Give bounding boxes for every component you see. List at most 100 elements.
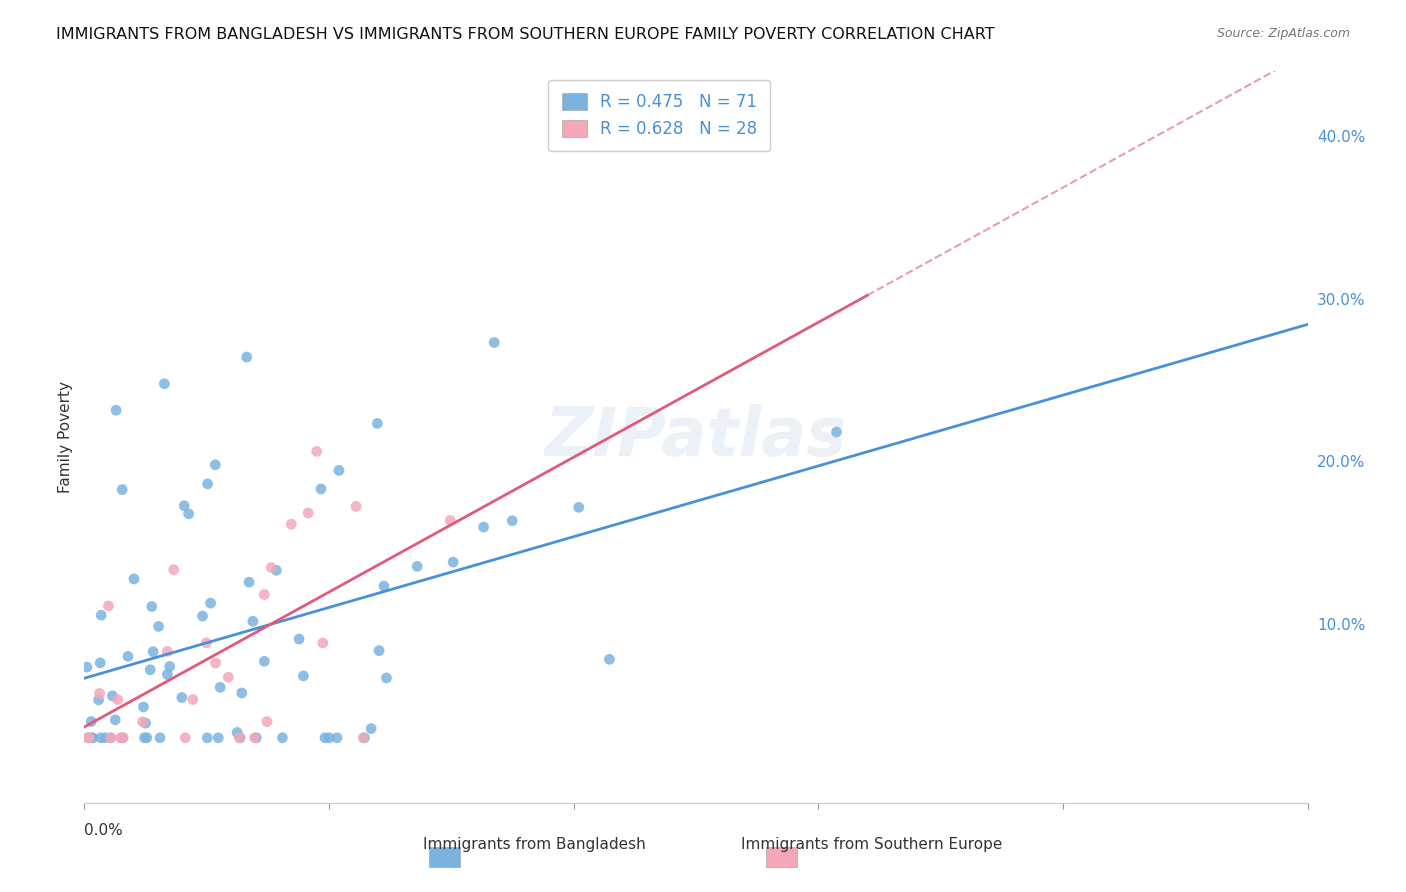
- Point: [318, 731, 340, 745]
- Point: [174, 731, 197, 745]
- Point: [159, 659, 181, 673]
- Point: [197, 476, 219, 491]
- Legend: R = 0.475   N = 71, R = 0.628   N = 28: R = 0.475 N = 71, R = 0.628 N = 28: [548, 79, 770, 151]
- Point: [80, 731, 103, 745]
- Text: Immigrants from Bangladesh: Immigrants from Bangladesh: [423, 837, 645, 852]
- Point: [204, 458, 226, 472]
- Point: [90, 731, 112, 745]
- Point: [326, 731, 349, 745]
- Point: [82, 731, 104, 745]
- Point: [100, 731, 122, 745]
- Point: [305, 444, 328, 458]
- Point: [181, 692, 204, 706]
- Point: [312, 636, 335, 650]
- Point: [314, 731, 336, 745]
- Point: [375, 671, 398, 685]
- Point: [242, 615, 264, 629]
- Point: [238, 575, 260, 590]
- Point: [266, 563, 288, 577]
- Text: IMMIGRANTS FROM BANGLADESH VS IMMIGRANTS FROM SOUTHERN EUROPE FAMILY POVERTY COR: IMMIGRANTS FROM BANGLADESH VS IMMIGRANTS…: [56, 27, 995, 42]
- Point: [235, 350, 257, 364]
- Point: [173, 499, 195, 513]
- Point: [132, 700, 155, 714]
- Point: [153, 376, 176, 391]
- Point: [77, 731, 100, 745]
- Point: [228, 731, 250, 745]
- Point: [406, 559, 429, 574]
- Point: [195, 731, 218, 745]
- Point: [441, 555, 464, 569]
- Point: [148, 619, 170, 633]
- Point: [112, 731, 135, 745]
- Point: [256, 714, 278, 729]
- Point: [110, 731, 132, 745]
- Point: [253, 654, 276, 668]
- Point: [89, 656, 111, 670]
- Point: [271, 731, 294, 745]
- Point: [368, 643, 391, 657]
- Point: [80, 714, 103, 729]
- Point: [195, 636, 218, 650]
- Point: [141, 599, 163, 614]
- Point: [97, 599, 120, 613]
- Point: [217, 670, 239, 684]
- Point: [111, 731, 134, 745]
- Point: [209, 681, 232, 695]
- Point: [353, 731, 375, 745]
- Point: [501, 514, 523, 528]
- Text: Immigrants from Southern Europe: Immigrants from Southern Europe: [741, 837, 1002, 852]
- Point: [439, 513, 461, 527]
- Point: [139, 663, 162, 677]
- Point: [156, 667, 179, 681]
- Point: [105, 403, 128, 417]
- Text: 0.0%: 0.0%: [84, 823, 124, 838]
- Point: [280, 517, 302, 532]
- Point: [598, 652, 620, 666]
- Point: [373, 579, 395, 593]
- Point: [253, 588, 276, 602]
- Text: ZIPatlas: ZIPatlas: [546, 404, 846, 470]
- Point: [191, 609, 214, 624]
- Point: [352, 731, 374, 745]
- Point: [89, 686, 111, 700]
- Point: [366, 417, 388, 431]
- Point: [134, 731, 156, 745]
- Point: [200, 596, 222, 610]
- Point: [101, 689, 124, 703]
- Point: [107, 692, 129, 706]
- Point: [156, 644, 179, 658]
- Point: [245, 731, 267, 745]
- Point: [149, 731, 172, 745]
- Point: [76, 660, 98, 674]
- Point: [90, 608, 112, 623]
- Point: [568, 500, 591, 515]
- Point: [260, 560, 283, 574]
- Point: [87, 693, 110, 707]
- Point: [226, 725, 249, 739]
- Point: [163, 563, 186, 577]
- Point: [825, 425, 848, 439]
- Point: [243, 731, 266, 745]
- Point: [170, 690, 193, 705]
- Point: [297, 506, 319, 520]
- Point: [100, 731, 122, 745]
- Point: [117, 649, 139, 664]
- Point: [131, 714, 153, 729]
- Y-axis label: Family Poverty: Family Poverty: [58, 381, 73, 493]
- Point: [94, 731, 117, 745]
- Point: [111, 483, 134, 497]
- Point: [177, 507, 200, 521]
- Point: [292, 669, 315, 683]
- Point: [122, 572, 145, 586]
- Point: [77, 731, 100, 745]
- Point: [207, 731, 229, 745]
- Point: [135, 731, 157, 745]
- Point: [344, 500, 367, 514]
- Point: [482, 335, 505, 350]
- Point: [231, 686, 253, 700]
- Point: [142, 645, 165, 659]
- Point: [229, 731, 252, 745]
- Point: [77, 731, 100, 745]
- Point: [135, 716, 157, 731]
- Point: [360, 722, 382, 736]
